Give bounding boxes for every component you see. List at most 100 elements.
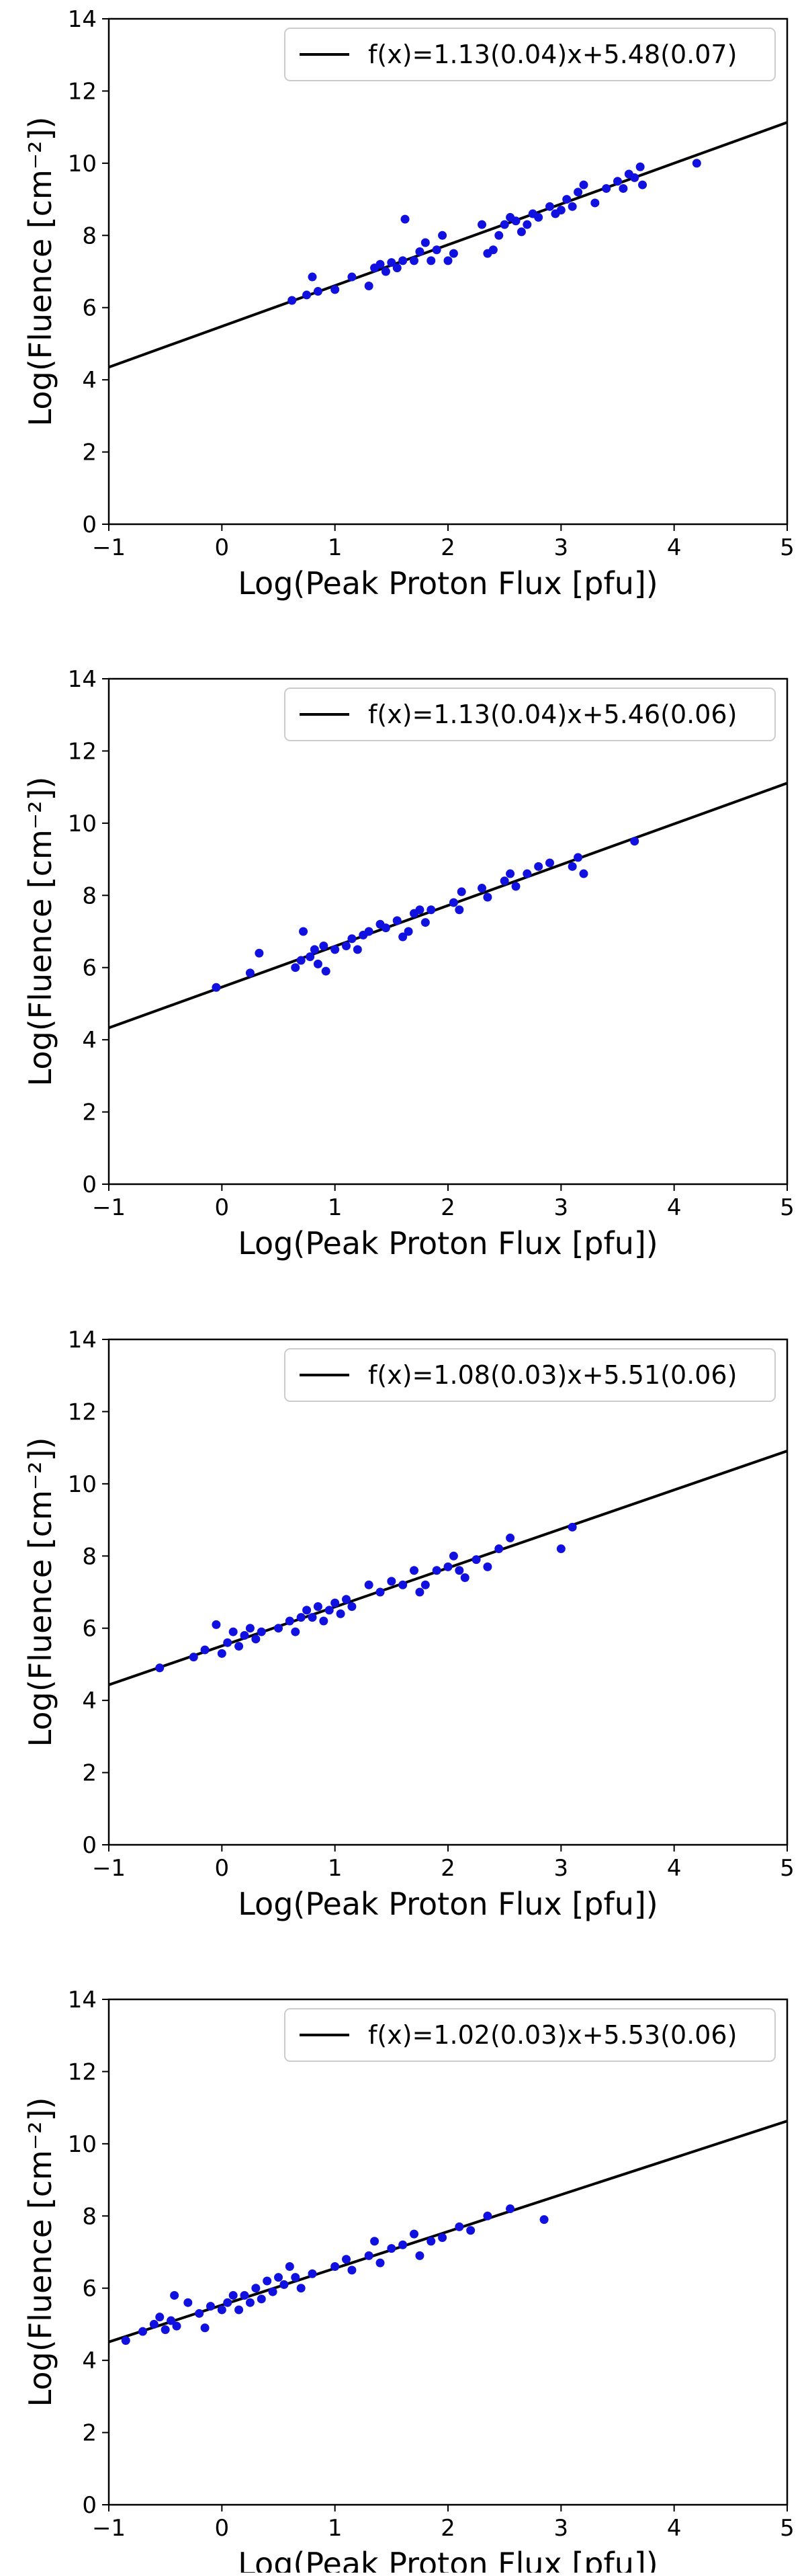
data-point <box>330 945 340 954</box>
data-point <box>206 2302 215 2311</box>
x-tick-label: 0 <box>215 534 230 561</box>
data-point <box>330 1598 340 1608</box>
data-point <box>234 2305 244 2315</box>
plot-area <box>109 782 787 1030</box>
data-point <box>212 983 221 992</box>
data-point <box>285 2261 294 2271</box>
data-point <box>635 162 645 171</box>
data-point <box>212 1620 221 1629</box>
data-point <box>319 1616 328 1626</box>
data-point <box>291 963 300 972</box>
data-point <box>217 1649 226 1658</box>
data-point <box>330 285 340 294</box>
x-tick-label: 0 <box>215 1855 230 1882</box>
x-tick-label: 4 <box>667 2515 682 2542</box>
y-tick-label: 2 <box>82 440 97 466</box>
data-point <box>638 180 647 190</box>
data-point <box>410 2229 418 2239</box>
y-axis-label: Log(Fluence [cm⁻²]) <box>22 1438 58 1747</box>
legend-box <box>284 1348 776 1402</box>
data-point <box>274 2273 283 2282</box>
legend: f(x)=1.02(0.03)x+5.53(0.06) <box>284 2008 776 2062</box>
y-tick-label: 0 <box>82 1832 97 1859</box>
data-point <box>189 1653 198 1662</box>
legend: f(x)=1.13(0.04)x+5.48(0.07) <box>284 28 776 81</box>
data-point <box>392 916 402 925</box>
plot-area <box>109 1450 787 1686</box>
data-point <box>364 281 373 290</box>
y-tick-label: 0 <box>82 1171 97 1198</box>
data-point <box>523 869 532 878</box>
x-tick-label: 2 <box>441 1855 455 1882</box>
data-point <box>506 1533 515 1542</box>
data-point <box>308 1613 317 1622</box>
x-tick-label: −1 <box>92 2515 126 2542</box>
legend-box <box>284 2008 776 2062</box>
y-tick-label: 8 <box>82 2203 97 2230</box>
data-point <box>263 2276 272 2286</box>
data-point <box>534 212 543 222</box>
y-tick-label: 0 <box>82 2492 97 2519</box>
data-point <box>381 923 390 933</box>
x-tick-label: 4 <box>667 1855 682 1882</box>
axes-frame <box>107 1338 789 1846</box>
data-point <box>375 1587 385 1597</box>
data-point <box>223 1638 232 1647</box>
data-point <box>443 256 453 265</box>
axes-frame <box>107 677 789 1186</box>
data-point <box>268 2287 277 2296</box>
data-point <box>398 932 408 942</box>
data-point <box>364 2251 373 2260</box>
x-tick-label: 3 <box>554 1194 569 1221</box>
data-point <box>574 853 583 862</box>
data-point <box>438 2233 447 2243</box>
data-point <box>630 837 639 846</box>
y-tick-label: 12 <box>68 2059 97 2085</box>
data-point <box>398 256 408 265</box>
data-point <box>364 927 373 936</box>
data-point <box>285 1616 294 1626</box>
y-tick-label: 6 <box>82 1616 97 1643</box>
legend-label: f(x)=1.13(0.04)x+5.46(0.06) <box>368 700 737 729</box>
x-tick-label: 5 <box>780 1855 795 1882</box>
legend-label: f(x)=1.02(0.03)x+5.53(0.06) <box>368 2020 737 2050</box>
data-point <box>472 1555 481 1565</box>
data-point <box>310 945 319 954</box>
data-point <box>387 2244 396 2253</box>
data-point <box>500 220 509 229</box>
data-point <box>506 2204 515 2214</box>
data-point <box>347 1602 357 1611</box>
data-point <box>579 869 588 878</box>
series-events <box>212 837 639 992</box>
x-tick-label: 3 <box>554 1855 569 1882</box>
data-point <box>415 247 424 256</box>
x-tick-label: −1 <box>92 534 126 561</box>
data-point <box>511 216 521 226</box>
data-point <box>296 2284 306 2293</box>
data-point <box>415 2251 424 2260</box>
data-point <box>506 869 515 878</box>
data-point <box>381 267 390 276</box>
data-point <box>291 1627 300 1636</box>
data-point <box>534 862 543 871</box>
data-point <box>602 183 611 193</box>
data-point <box>313 959 322 968</box>
data-point <box>364 1580 373 1589</box>
y-axis-label: Log(Fluence [cm⁻²]) <box>22 117 58 427</box>
data-point <box>138 2327 147 2336</box>
data-point <box>342 1595 351 1604</box>
data-point <box>432 245 441 255</box>
data-point <box>410 1566 418 1575</box>
plot-area <box>109 121 787 369</box>
x-tick-label: 3 <box>554 534 569 561</box>
data-point <box>245 2298 255 2307</box>
data-point <box>511 882 521 891</box>
x-axis-label: Log(Peak Proton Flux [pfu]) <box>238 1225 658 1261</box>
data-point <box>478 884 486 893</box>
x-tick-label: 2 <box>441 534 455 561</box>
data-point <box>415 1587 424 1597</box>
data-point <box>308 2269 317 2278</box>
data-point <box>245 1624 255 1633</box>
